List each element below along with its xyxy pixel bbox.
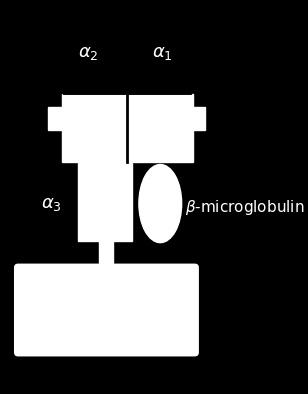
Bar (128, 94, 193, 162)
Text: $\alpha_2$: $\alpha_2$ (79, 44, 99, 62)
Bar (62, 94, 128, 162)
Bar (48, 108, 64, 130)
Ellipse shape (139, 165, 182, 243)
Wedge shape (63, 63, 126, 94)
Bar (78, 163, 132, 242)
Wedge shape (129, 63, 192, 94)
Text: $\alpha_3$: $\alpha_3$ (41, 195, 61, 213)
Bar (99, 242, 113, 268)
Text: $\beta$-microglobulin: $\beta$-microglobulin (185, 198, 305, 217)
FancyBboxPatch shape (14, 264, 199, 357)
Text: $\alpha_1$: $\alpha_1$ (152, 44, 173, 62)
Bar (189, 108, 205, 130)
